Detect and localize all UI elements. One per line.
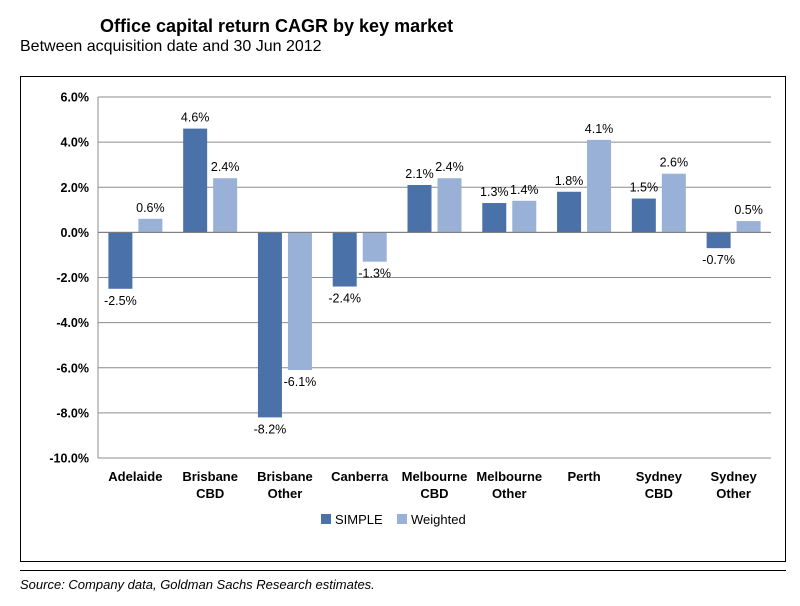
legend-label: Weighted bbox=[411, 512, 466, 527]
bar-weighted bbox=[736, 221, 761, 233]
bar-weighted bbox=[213, 178, 238, 233]
data-label: -2.5% bbox=[104, 294, 137, 308]
data-label: 1.3% bbox=[480, 185, 509, 199]
category-label: Other bbox=[492, 486, 527, 501]
bar-weighted bbox=[512, 200, 537, 233]
data-label: 0.6% bbox=[136, 201, 165, 215]
data-label: 2.6% bbox=[660, 156, 689, 170]
data-label: 2.1% bbox=[405, 167, 434, 181]
bar-simple bbox=[482, 203, 507, 233]
category-label: CBD bbox=[196, 486, 224, 501]
chart-subtitle: Between acquisition date and 30 Jun 2012 bbox=[20, 38, 322, 55]
category-label: Adelaide bbox=[108, 469, 162, 484]
category-label: Other bbox=[268, 486, 303, 501]
category-label: Brisbane bbox=[257, 469, 313, 484]
chart-frame: 6.0% 4.0% 2.0% 0.0% -2.0% -4.0% -6.0% -8.0% -10.… bbox=[20, 76, 786, 562]
legend-swatch bbox=[397, 514, 407, 524]
bar-weighted bbox=[138, 218, 163, 233]
bar-weighted bbox=[437, 178, 462, 233]
category-label: Canberra bbox=[331, 469, 389, 484]
y-tick-label: 2.0% bbox=[61, 181, 90, 195]
bar-chart: 6.0% 4.0% 2.0% 0.0% -2.0% -4.0% -6.0% -8.0% -10.… bbox=[49, 91, 771, 527]
category-label: Brisbane bbox=[182, 469, 238, 484]
bar-weighted bbox=[287, 232, 312, 371]
category-label: Other bbox=[716, 486, 751, 501]
bar-simple bbox=[631, 198, 656, 233]
y-tick-label: -2.0% bbox=[56, 271, 89, 285]
category-label: Sydney bbox=[636, 469, 683, 484]
data-label: 4.1% bbox=[585, 122, 614, 136]
data-label: 2.4% bbox=[211, 160, 240, 174]
y-tick-label: -8.0% bbox=[56, 406, 89, 420]
chart-title: Office capital return CAGR by key market bbox=[100, 16, 454, 36]
legend-swatch bbox=[321, 514, 331, 524]
y-tick-label: -10.0% bbox=[49, 452, 89, 466]
bar-weighted bbox=[362, 232, 387, 262]
data-label: -8.2% bbox=[254, 422, 287, 436]
y-tick-label: 0.0% bbox=[61, 226, 90, 240]
category-label: CBD bbox=[420, 486, 448, 501]
bar-simple bbox=[407, 184, 432, 233]
y-tick-label: 6.0% bbox=[61, 91, 90, 105]
data-label: -2.4% bbox=[328, 292, 361, 306]
bar-simple bbox=[257, 232, 282, 418]
bar-simple bbox=[557, 191, 582, 233]
bar-weighted bbox=[661, 173, 686, 233]
category-label: Sydney bbox=[710, 469, 757, 484]
category-label: Melbourne bbox=[476, 469, 542, 484]
data-label: 2.4% bbox=[435, 160, 464, 174]
bar-simple bbox=[183, 128, 208, 233]
source-note: Source: Company data, Goldman Sachs Rese… bbox=[20, 577, 375, 592]
footer-rule bbox=[20, 570, 786, 571]
data-label: 1.4% bbox=[510, 183, 539, 197]
bar-weighted bbox=[587, 139, 612, 233]
bar-simple bbox=[332, 232, 357, 287]
category-label: Melbourne bbox=[402, 469, 468, 484]
data-label: 1.5% bbox=[630, 181, 659, 195]
data-label: -6.1% bbox=[284, 375, 317, 389]
category-label: CBD bbox=[645, 486, 673, 501]
category-label: Perth bbox=[567, 469, 600, 484]
legend-label: SIMPLE bbox=[335, 512, 383, 527]
bar-simple bbox=[108, 232, 133, 289]
y-tick-label: 4.0% bbox=[61, 136, 90, 150]
y-tick-label: -6.0% bbox=[56, 361, 89, 375]
data-label: -1.3% bbox=[358, 267, 391, 281]
data-label: 4.6% bbox=[181, 111, 210, 125]
bar-simple bbox=[706, 232, 731, 249]
data-label: 0.5% bbox=[734, 203, 763, 217]
y-tick-label: -4.0% bbox=[56, 316, 89, 330]
data-label: -0.7% bbox=[702, 253, 735, 267]
data-label: 1.8% bbox=[555, 174, 584, 188]
